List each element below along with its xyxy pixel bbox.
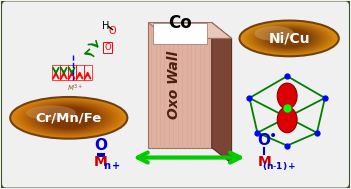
Ellipse shape [269,29,309,47]
Ellipse shape [277,107,297,133]
Ellipse shape [261,27,318,50]
Ellipse shape [26,102,111,134]
Ellipse shape [254,26,294,41]
Ellipse shape [45,107,92,128]
Ellipse shape [40,106,98,130]
Polygon shape [148,22,232,38]
Ellipse shape [243,22,335,55]
Text: Ni/Cu: Ni/Cu [269,31,310,45]
Text: Cr/Mn/Fe: Cr/Mn/Fe [36,111,102,124]
Ellipse shape [253,25,325,52]
Ellipse shape [257,26,322,51]
Ellipse shape [239,21,339,56]
Ellipse shape [34,104,104,132]
Ellipse shape [32,104,105,132]
Ellipse shape [41,106,97,129]
Ellipse shape [267,29,311,48]
Ellipse shape [258,26,320,51]
Ellipse shape [19,100,119,136]
Ellipse shape [262,27,317,50]
Ellipse shape [13,98,124,138]
Ellipse shape [26,105,76,120]
Polygon shape [212,22,232,163]
Text: O: O [94,138,107,153]
Ellipse shape [31,103,107,133]
Ellipse shape [251,24,327,53]
Text: O: O [104,43,111,52]
Polygon shape [148,22,212,148]
Ellipse shape [245,22,334,55]
Ellipse shape [248,23,330,54]
Ellipse shape [15,98,123,137]
Text: •: • [269,129,277,143]
Ellipse shape [268,29,310,48]
Ellipse shape [277,83,297,109]
Ellipse shape [12,97,126,138]
Ellipse shape [242,21,336,56]
Text: $\mathbf{M}$: $\mathbf{M}$ [257,154,272,169]
Ellipse shape [29,103,108,133]
Ellipse shape [42,107,95,129]
Ellipse shape [247,23,331,54]
Text: $\mathbf{n+}$: $\mathbf{n+}$ [104,160,121,171]
Text: $\mathbf{O}$: $\mathbf{O}$ [257,132,271,148]
Ellipse shape [24,101,114,135]
Ellipse shape [254,25,324,52]
Text: Oxo Wall: Oxo Wall [167,51,181,119]
Ellipse shape [35,104,102,131]
Text: $\mathbf{M}$: $\mathbf{M}$ [93,154,108,169]
Text: $\mathbf{(n\text{-}1)+}$: $\mathbf{(n\text{-}1)+}$ [262,160,297,173]
Ellipse shape [44,107,94,129]
Ellipse shape [18,99,120,136]
Text: O: O [109,26,116,36]
Ellipse shape [38,105,100,130]
Ellipse shape [10,97,127,139]
Ellipse shape [22,101,115,135]
Text: $M^{3+}$: $M^{3+}$ [67,83,83,94]
Ellipse shape [250,23,329,53]
Ellipse shape [266,28,313,48]
Ellipse shape [28,102,110,133]
Ellipse shape [263,28,315,49]
Ellipse shape [259,26,319,50]
Ellipse shape [256,25,323,51]
Ellipse shape [246,22,333,54]
Polygon shape [153,22,207,44]
Ellipse shape [20,100,117,136]
Text: Co: Co [168,14,192,32]
Ellipse shape [252,24,326,53]
Text: H: H [102,21,109,30]
Ellipse shape [37,105,101,131]
Ellipse shape [264,28,314,49]
Ellipse shape [16,99,121,137]
Ellipse shape [25,101,113,134]
Ellipse shape [241,21,338,56]
